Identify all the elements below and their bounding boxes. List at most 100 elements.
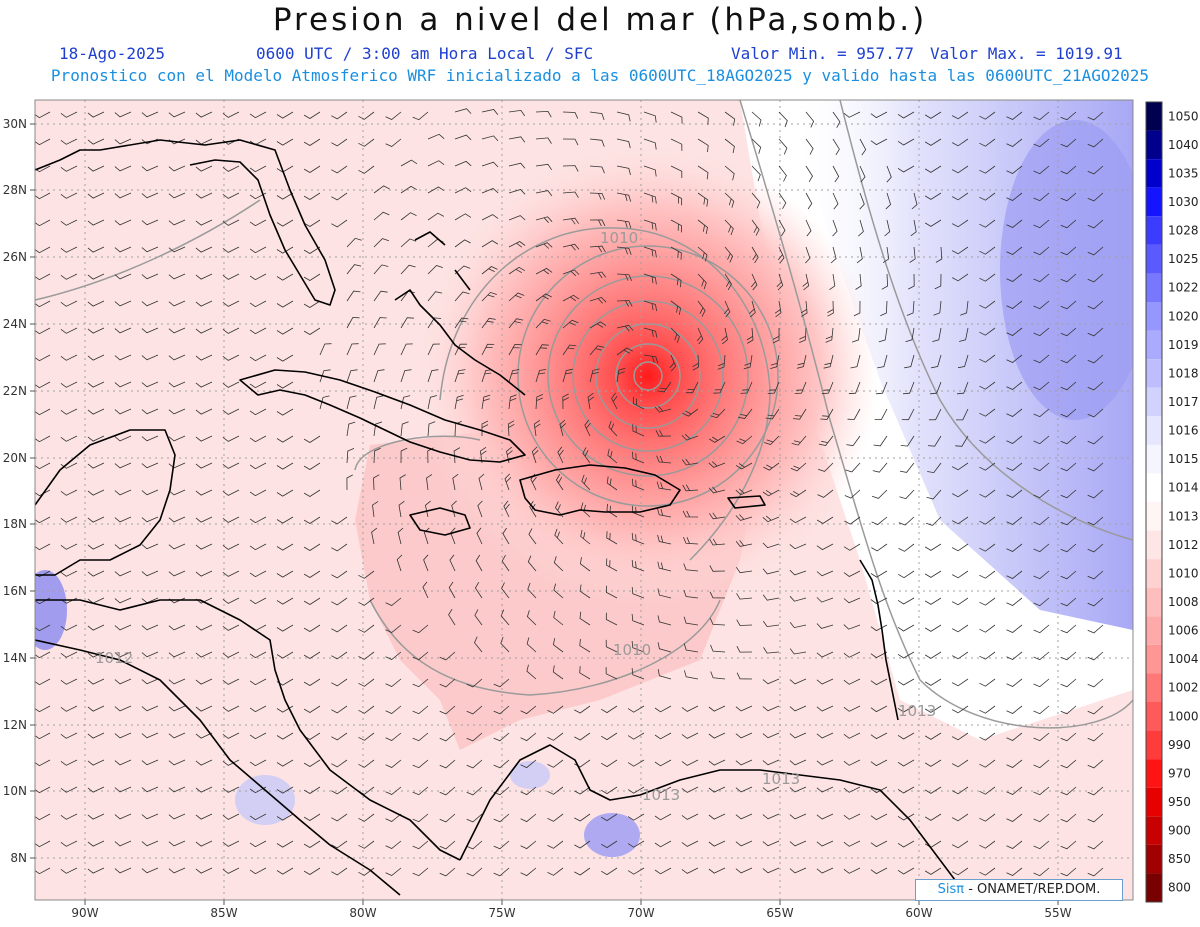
wind-barb bbox=[114, 597, 132, 604]
wind-barb bbox=[669, 354, 677, 372]
wind-barb bbox=[952, 705, 969, 714]
wind-barb bbox=[60, 381, 78, 388]
wind-barb bbox=[481, 291, 497, 302]
wind-barb bbox=[423, 527, 430, 545]
wind-barb bbox=[799, 327, 807, 343]
wind-barb bbox=[979, 732, 996, 741]
wind-barb bbox=[724, 273, 732, 291]
wind-barb bbox=[276, 732, 294, 740]
wind-barb bbox=[735, 867, 753, 874]
wind-barb bbox=[168, 462, 186, 469]
longitude-labels: 90W 85W 80W 75W 70W 65W 60W 55W bbox=[71, 906, 1071, 920]
wind-barb bbox=[400, 212, 417, 221]
colorbar-label: 1015 bbox=[1168, 452, 1199, 466]
wind-barb bbox=[508, 109, 526, 117]
colorbar-swatch bbox=[1146, 787, 1162, 817]
wind-barb bbox=[508, 215, 526, 221]
wind-barb bbox=[770, 354, 780, 369]
colorbar-label: 1019 bbox=[1168, 338, 1199, 352]
wind-barb bbox=[589, 219, 606, 227]
wind-barb bbox=[526, 637, 537, 653]
wind-barb bbox=[796, 354, 807, 369]
wind-barb bbox=[466, 867, 483, 877]
wind-barb bbox=[168, 705, 186, 712]
wind-barb bbox=[697, 111, 709, 125]
wind-barb bbox=[1060, 138, 1077, 148]
wind-barb bbox=[141, 219, 159, 226]
wind-barb bbox=[400, 185, 417, 194]
lesser-antilles bbox=[859, 559, 899, 721]
wind-barb bbox=[412, 759, 429, 769]
wind-barb bbox=[331, 840, 348, 849]
wind-barb bbox=[789, 622, 807, 629]
wind-barb bbox=[502, 527, 510, 545]
wind-barb bbox=[832, 219, 838, 237]
wind-barb bbox=[708, 705, 726, 712]
wind-barb bbox=[631, 613, 645, 626]
wind-barb bbox=[249, 732, 267, 740]
wind-barb bbox=[552, 665, 564, 680]
wind-barb bbox=[1006, 435, 1023, 444]
hispaniola bbox=[519, 464, 681, 516]
wind-barb bbox=[843, 732, 861, 739]
wind-barb bbox=[979, 813, 996, 822]
wind-barb bbox=[276, 786, 294, 794]
wind-barb bbox=[141, 543, 159, 550]
wind-barb bbox=[520, 786, 537, 796]
wind-barb bbox=[562, 319, 579, 329]
wind-barbs bbox=[35, 108, 1104, 877]
wind-barb bbox=[579, 638, 591, 653]
lat-label: 28N bbox=[3, 183, 27, 197]
lat-label: 12N bbox=[3, 718, 27, 732]
wind-barb bbox=[574, 759, 591, 768]
wind-barb bbox=[874, 408, 888, 421]
wind-barb bbox=[493, 732, 510, 742]
wind-barb bbox=[249, 246, 267, 254]
wind-barb bbox=[724, 246, 734, 263]
wind-barb bbox=[805, 246, 811, 264]
wind-barb bbox=[60, 327, 78, 334]
wind-barb bbox=[681, 705, 699, 712]
wind-barb bbox=[373, 238, 390, 248]
wind-barb bbox=[924, 651, 942, 659]
wind-barb bbox=[789, 705, 807, 712]
wind-barb bbox=[276, 111, 294, 119]
wind-barb bbox=[547, 867, 564, 876]
wind-barb bbox=[710, 671, 726, 680]
wind-barb bbox=[195, 840, 213, 847]
wind-barb bbox=[751, 165, 761, 182]
wind-barb bbox=[751, 246, 759, 264]
wind-barb bbox=[373, 395, 384, 410]
wind-barb bbox=[141, 435, 159, 442]
wind-barb bbox=[884, 219, 891, 237]
wind-barb bbox=[35, 300, 51, 308]
wind-barb bbox=[454, 343, 467, 356]
puerto-rico bbox=[727, 495, 766, 509]
wind-barb bbox=[535, 190, 553, 197]
wind-barb bbox=[114, 165, 132, 172]
wind-barb bbox=[303, 759, 321, 767]
wind-barb bbox=[654, 813, 672, 821]
wind-barb bbox=[501, 582, 510, 599]
wind-barb bbox=[493, 759, 510, 769]
lat-label: 14N bbox=[3, 651, 27, 665]
wind-barb bbox=[880, 300, 888, 317]
wind-barb bbox=[195, 435, 213, 442]
colorbar-swatch bbox=[1146, 502, 1162, 531]
wind-barb bbox=[385, 138, 402, 147]
wind-barb bbox=[643, 138, 657, 150]
colorbar-swatch bbox=[1146, 587, 1162, 617]
wind-barb bbox=[562, 138, 579, 146]
wind-barb bbox=[979, 705, 996, 714]
wind-barb bbox=[1006, 246, 1023, 255]
wind-barb bbox=[249, 300, 267, 308]
wind-barb bbox=[805, 111, 815, 128]
wind-barb bbox=[466, 786, 483, 796]
wind-barb bbox=[412, 624, 429, 634]
wind-barb bbox=[855, 273, 862, 290]
wind-barb bbox=[222, 111, 240, 118]
wind-barb bbox=[427, 133, 445, 140]
wind-barb bbox=[851, 327, 861, 343]
wind-barb bbox=[897, 597, 915, 605]
wind-barb bbox=[682, 408, 699, 417]
